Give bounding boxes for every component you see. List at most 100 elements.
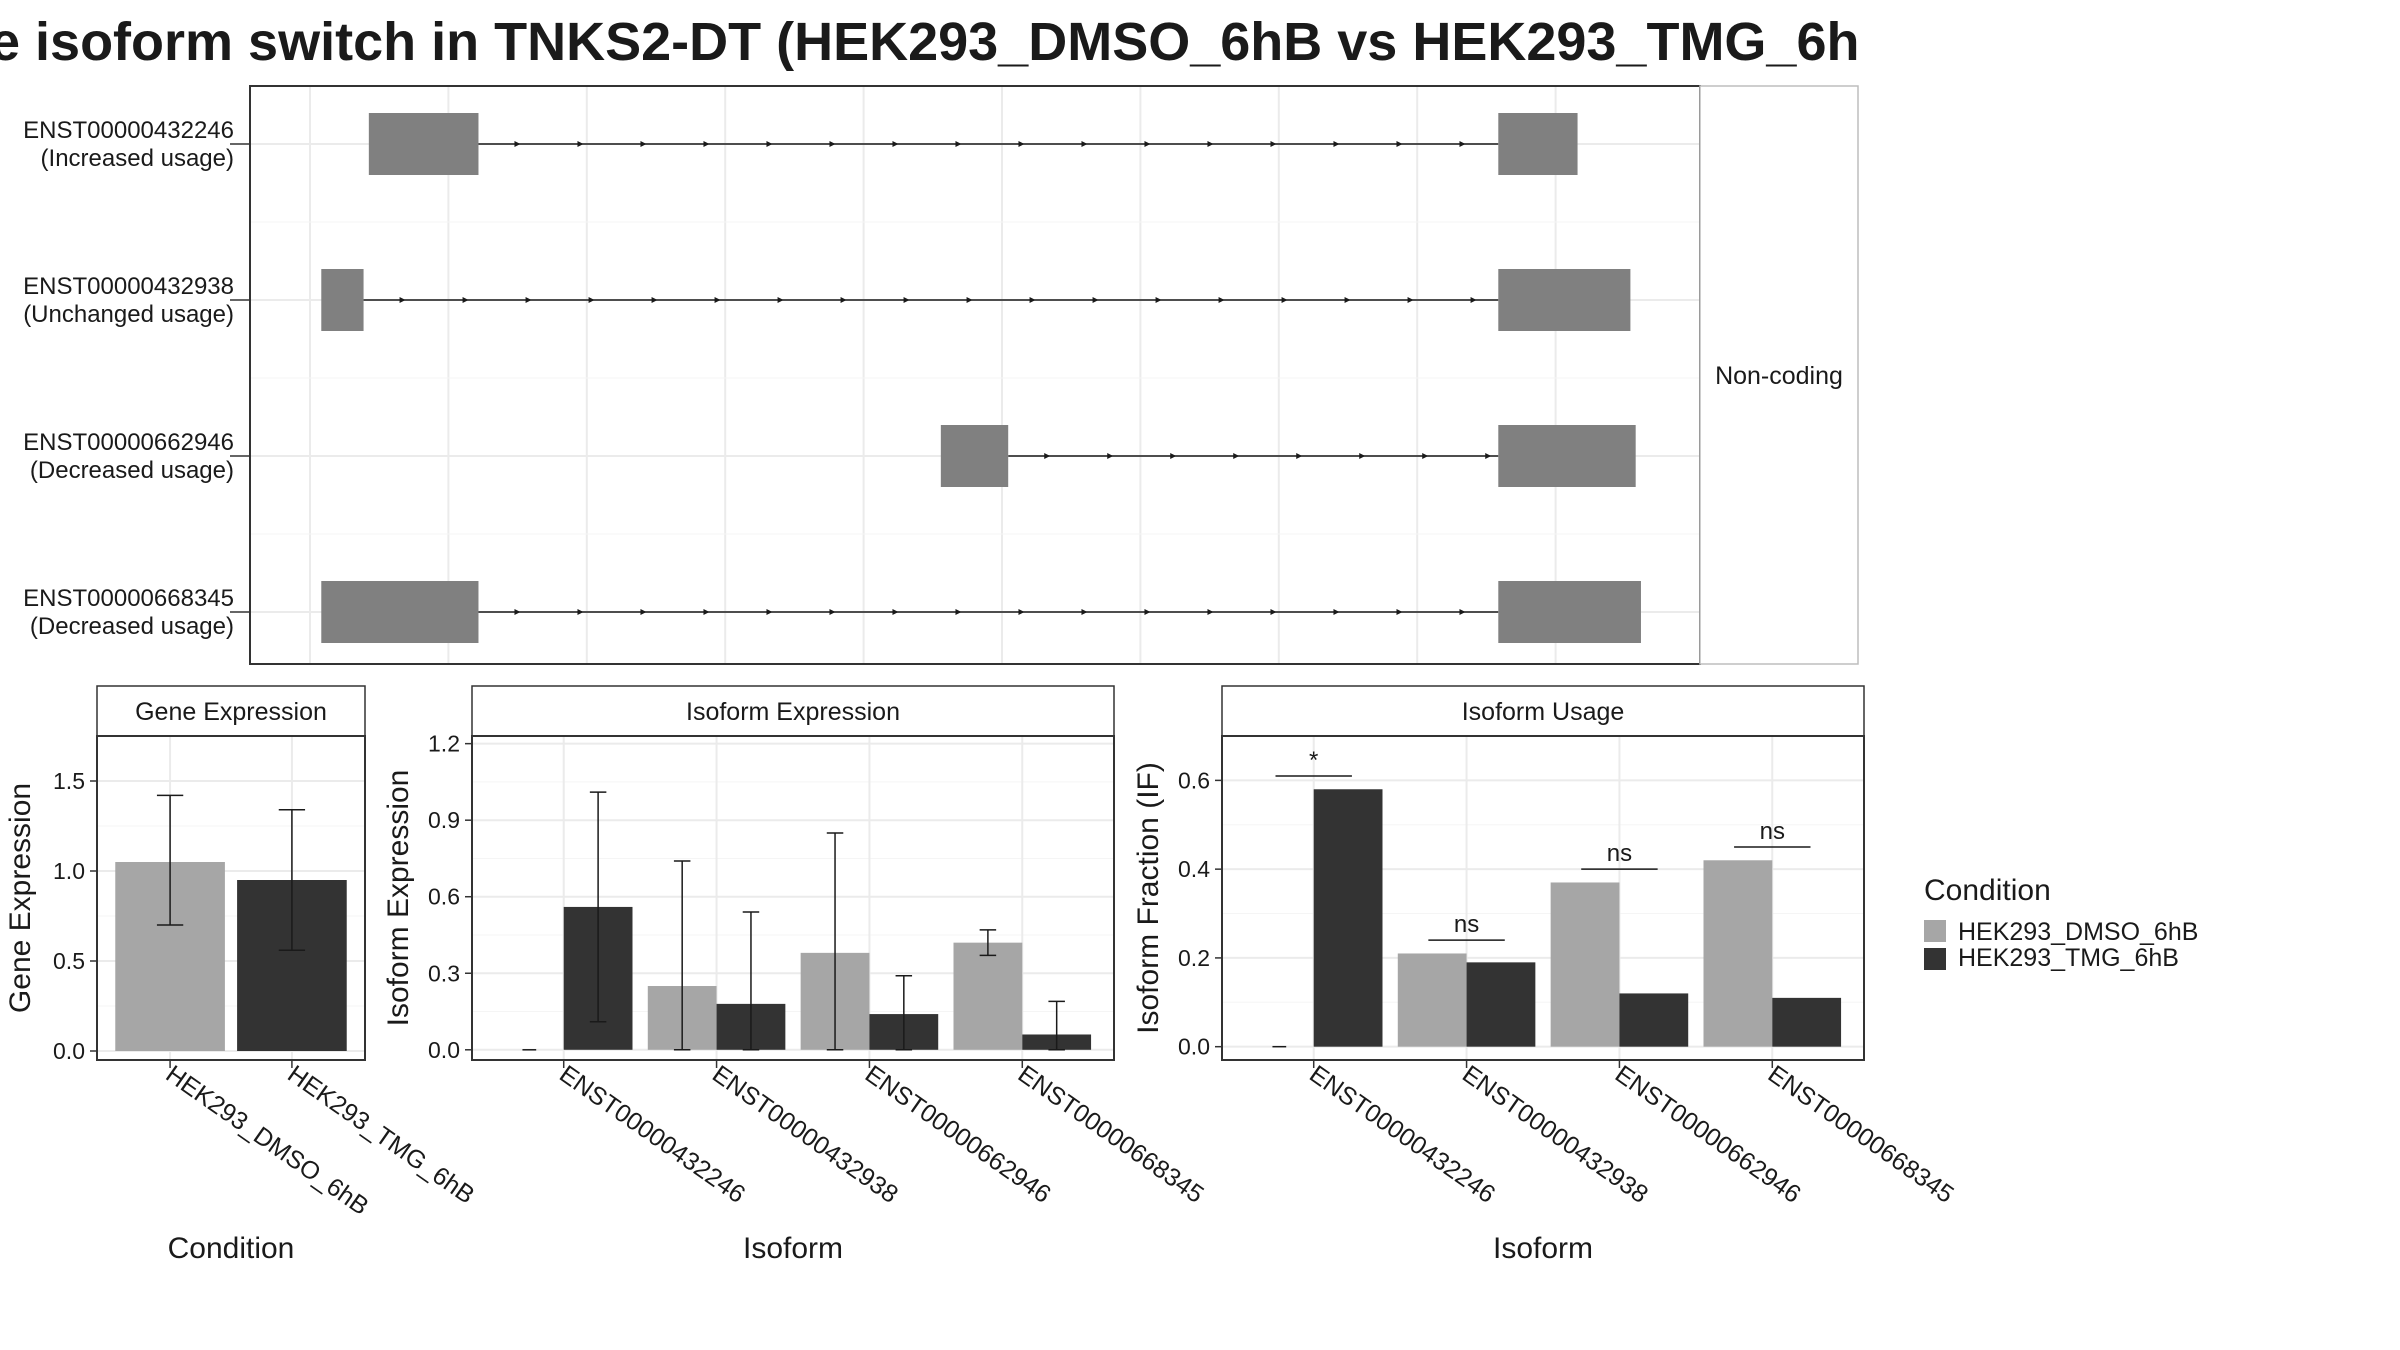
isoform-id-label: ENST00000668345: [23, 585, 234, 612]
y-tick-label: 0.0: [1178, 1034, 1210, 1060]
intron-arrow: [525, 297, 532, 303]
intron-arrow: [1359, 453, 1366, 459]
intron-arrow: [1081, 609, 1088, 615]
legend-swatch-tmg: [1924, 948, 1946, 970]
exon-block: [1498, 425, 1636, 487]
isoform-id-label: ENST00000432938: [23, 273, 234, 300]
intron-arrow: [777, 297, 784, 303]
intron-arrow: [1407, 297, 1414, 303]
panel-border: [471, 735, 1115, 1061]
y-tick-label: 1.5: [53, 768, 85, 794]
intron-arrow: [1044, 453, 1051, 459]
intron-arrow: [955, 141, 962, 147]
isoform-usage-label: (Increased usage): [41, 145, 234, 172]
intron-arrow: [829, 141, 836, 147]
intron-arrow: [1470, 297, 1477, 303]
legend-label-dmso: HEK293_DMSO_6hB: [1958, 918, 2198, 946]
y-tick-label: 0.0: [428, 1037, 460, 1063]
intron-arrow: [1459, 141, 1466, 147]
intron-arrow: [399, 297, 406, 303]
exon-block: [1498, 581, 1641, 643]
intron-arrow: [1333, 141, 1340, 147]
structure-strip-label: Non-coding: [1715, 362, 1843, 390]
y-tick-label: 0.2: [1178, 945, 1210, 971]
y-axis-title: Isoform Fraction (IF): [1132, 762, 1165, 1034]
intron-arrow: [640, 609, 647, 615]
intron-arrow: [1144, 609, 1151, 615]
panel-border: [96, 735, 366, 1061]
intron-arrow: [651, 297, 658, 303]
y-axis-title: Gene Expression: [4, 783, 37, 1013]
exon-block: [321, 269, 364, 331]
bar: [1619, 993, 1689, 1047]
isoform-usage-label: (Decreased usage): [30, 613, 234, 640]
isoform-usage-label: (Decreased usage): [30, 457, 234, 484]
intron-arrow: [766, 141, 773, 147]
panel-strip-title: Isoform Expression: [686, 698, 900, 726]
bar-panel-2: Isoform Expression0.00.30.60.91.2ENST000…: [382, 685, 1209, 1265]
intron-arrow: [1233, 453, 1240, 459]
intron-arrow: [1396, 141, 1403, 147]
y-axis-title: Isoform Expression: [382, 770, 415, 1027]
bar-panels: Gene Expression 0.0 0.5 1.0 1.5 HEK293_DMSO_6…: [4, 685, 1959, 1265]
intron-arrow: [1081, 141, 1088, 147]
intron-arrow: [1018, 141, 1025, 147]
intron-arrow: [1485, 453, 1492, 459]
x-axis-title: Isoform: [1493, 1232, 1593, 1265]
structure-panel: ENST00000432246(Increased usage)ENST0000…: [23, 85, 1859, 665]
isoform-id-label: ENST00000662946: [23, 429, 234, 456]
intron-arrow: [1092, 297, 1099, 303]
y-tick-label: 0.6: [428, 884, 460, 910]
bar: [1703, 860, 1773, 1047]
significance-label: ns: [1454, 911, 1479, 938]
y-tick-label: 0.0: [53, 1038, 85, 1064]
bar: [1772, 997, 1842, 1047]
intron-arrow: [1270, 609, 1277, 615]
y-tick-label: 1.2: [428, 731, 460, 757]
intron-arrow: [1107, 453, 1114, 459]
intron-arrow: [1170, 453, 1177, 459]
bar: [1550, 882, 1620, 1047]
structure-panel-bg: [250, 86, 1700, 664]
intron-arrow: [955, 609, 962, 615]
intron-arrow: [577, 141, 584, 147]
significance-label: *: [1309, 747, 1318, 774]
intron-arrow: [588, 297, 595, 303]
bar: [1313, 789, 1383, 1047]
bar: [953, 942, 1023, 1050]
isoform-row: ENST00000432938(Unchanged usage): [23, 269, 1631, 331]
intron-arrow: [829, 609, 836, 615]
intron-arrow: [577, 609, 584, 615]
significance-label: ns: [1760, 818, 1785, 845]
legend-swatch-dmso: [1924, 920, 1946, 942]
intron-arrow: [514, 609, 521, 615]
exon-block: [940, 425, 1009, 487]
intron-arrow: [1344, 297, 1351, 303]
bar-panel-3: Isoform Usage*nsnsns0.00.20.40.6ENST0000…: [1132, 685, 1959, 1265]
intron-arrow: [703, 141, 710, 147]
intron-arrow: [1218, 297, 1225, 303]
isoform-id-label: ENST00000432246: [23, 117, 234, 144]
y-tick-label: 0.3: [428, 960, 460, 986]
y-tick-label: 0.5: [53, 948, 85, 974]
intron-arrow: [703, 609, 710, 615]
exon-block: [321, 581, 479, 643]
legend: Condition HEK293_DMSO_6hB HEK293_TMG_6hB: [1924, 874, 2198, 972]
isoform-row: ENST00000432246(Increased usage): [23, 113, 1578, 175]
intron-arrow: [462, 297, 469, 303]
intron-arrow: [892, 609, 899, 615]
panel-strip-title: Isoform Usage: [1462, 698, 1625, 726]
intron-arrow: [1422, 453, 1429, 459]
figure-title: e isoform switch in TNKS2-DT (HEK293_DMS…: [0, 12, 1860, 72]
intron-arrow: [1281, 297, 1288, 303]
legend-label-tmg: HEK293_TMG_6hB: [1958, 944, 2179, 972]
isoform-row: ENST00000662946(Decreased usage): [23, 425, 1636, 487]
panel-strip: [96, 685, 366, 737]
isoform-row: ENST00000668345(Decreased usage): [23, 581, 1641, 643]
intron-arrow: [1144, 141, 1151, 147]
intron-arrow: [514, 141, 521, 147]
panel-strip: [471, 685, 1115, 737]
exon-block: [368, 113, 479, 175]
structure-strip: [1699, 85, 1859, 665]
